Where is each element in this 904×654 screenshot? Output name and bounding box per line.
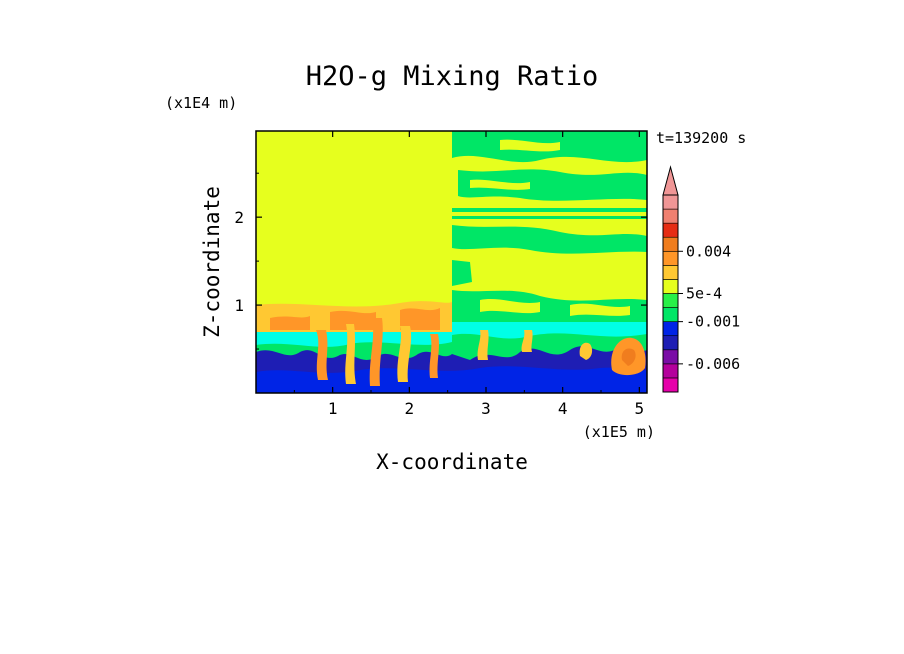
colorbar-swatch [662, 349, 679, 365]
colorbar-tick-label: -0.006 [686, 355, 740, 373]
colorbar-swatch [662, 335, 679, 351]
plot-frame [255, 130, 648, 394]
y-tick-label: 1 [234, 296, 244, 315]
x-axis: 1 2 3 4 5 [293, 131, 645, 418]
x-scale-label: (x1E5 m) [583, 423, 655, 441]
x-tick-label: 4 [558, 399, 568, 418]
colorbar-swatch [662, 194, 679, 210]
y-axis: 12 [234, 172, 647, 350]
colorbar-tick-label: 5e-4 [686, 285, 722, 303]
colorbar-tick-label: 0.004 [686, 242, 731, 260]
y-tick-label: 2 [234, 208, 244, 227]
colorbar-swatch [662, 222, 679, 238]
colorbar-swatch [662, 321, 679, 337]
colorbar-tick-label: -0.001 [686, 313, 740, 331]
x-axis-label: X-coordinate [376, 450, 528, 474]
x-tick-label: 1 [328, 399, 338, 418]
colorbar-swatch [662, 265, 679, 280]
colorbar-swatch [662, 293, 679, 308]
y-scale-label: (x1E4 m) [165, 94, 237, 112]
x-tick-label: 2 [405, 399, 415, 418]
colorbar-swatch [662, 279, 679, 294]
colorbar-extension-arrow [662, 165, 679, 196]
colorbar-swatch [662, 377, 679, 393]
colorbar-swatch [662, 250, 679, 266]
x-tick-label: 5 [635, 399, 645, 418]
colorbar: 0.004 5e-4 -0.001 -0.006 [662, 165, 740, 393]
colorbar-swatch [662, 236, 679, 252]
chart-title: H2O-g Mixing Ratio [306, 61, 599, 92]
x-tick-label: 3 [481, 399, 491, 418]
colorbar-swatch [662, 363, 679, 379]
y-axis-label: Z-coordinate [200, 186, 224, 338]
colorbar-swatch [662, 307, 679, 322]
time-label: t=139200 s [656, 129, 746, 147]
mixing-ratio-field [256, 131, 647, 393]
colorbar-swatch [662, 208, 679, 224]
